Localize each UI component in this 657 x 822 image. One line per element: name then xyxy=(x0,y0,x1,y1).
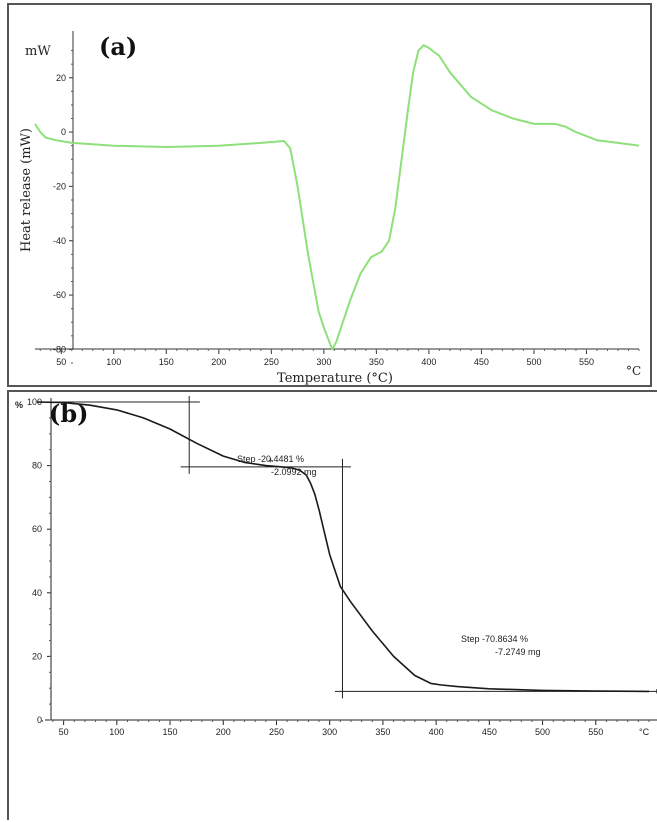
x-axis-title: Temperature (°C) xyxy=(277,371,393,386)
x-tick-label: 200 xyxy=(216,727,231,737)
y-tick-label: 100 xyxy=(27,397,42,407)
x-unit-label: °C xyxy=(639,727,650,737)
step2-annotation-pct: Step -70.8634 % xyxy=(461,634,528,644)
x-tick-label: 550 xyxy=(579,357,594,367)
x-tick-label: 300 xyxy=(316,357,331,367)
x-tick-label: 250 xyxy=(264,357,279,367)
y-tick-label: 60 xyxy=(32,524,42,534)
y-tick-label: -20 xyxy=(53,181,66,191)
y-unit-label: mW xyxy=(25,44,51,59)
y-tick-label: 80 xyxy=(32,461,42,471)
x-tick-label: 100 xyxy=(106,357,121,367)
x-tick-label: 150 xyxy=(159,357,174,367)
x-tick-label: 50 xyxy=(56,357,66,367)
chart-panel-a: 20 0 -20 -40 -60 -80 50 100 150 200 250 300 350 400 45… xyxy=(7,3,652,387)
x-tick-label: 450 xyxy=(474,357,489,367)
y-tick-label: -80 xyxy=(53,344,66,354)
x-tick-label: 400 xyxy=(429,727,444,737)
step1-marker: + xyxy=(268,456,273,466)
y-tick-label: 0 xyxy=(37,715,42,725)
y-unit-label: % xyxy=(15,400,23,410)
y-tick-label: 0 xyxy=(61,127,66,137)
y-tick-label: 40 xyxy=(32,588,42,598)
step1-annotation-pct: Step -20.4481 % xyxy=(237,454,304,464)
step2-marker: + xyxy=(654,686,657,696)
y-tick-label: 20 xyxy=(56,73,66,83)
x-tick-label: 500 xyxy=(526,357,541,367)
x-tick-label: 350 xyxy=(369,357,384,367)
x-tick-label: 150 xyxy=(163,727,178,737)
x-unit-label: °C xyxy=(626,364,641,378)
x-tick-label: 200 xyxy=(211,357,226,367)
tga-curve xyxy=(36,401,650,693)
x-tick-label: 550 xyxy=(588,727,603,737)
y-tick-label: -40 xyxy=(53,236,66,246)
x-tick-label: 300 xyxy=(322,727,337,737)
x-tick-label: 50 xyxy=(59,727,69,737)
step1-annotation-mass: -2.0992 mg xyxy=(271,467,317,477)
x-tick-label: 450 xyxy=(482,727,497,737)
panel-label-a: (a) xyxy=(99,32,137,61)
chart-panel-b: 100 80 60 40 20 0 50 100 150 200 250 300 350 400 450 50… xyxy=(7,390,657,820)
x-tick-label: 500 xyxy=(535,727,550,737)
y-tick-label: 20 xyxy=(32,651,42,661)
x-tick-label: 400 xyxy=(421,357,436,367)
y-axis-title: Heat release (mW) xyxy=(19,128,34,252)
dsc-curve xyxy=(34,44,640,351)
y-tick-label: -60 xyxy=(53,290,66,300)
x-tick-label: 350 xyxy=(375,727,390,737)
x-tick-label: 250 xyxy=(269,727,284,737)
x-tick-label: 100 xyxy=(109,727,124,737)
step2-annotation-mass: -7.2749 mg xyxy=(495,647,541,657)
